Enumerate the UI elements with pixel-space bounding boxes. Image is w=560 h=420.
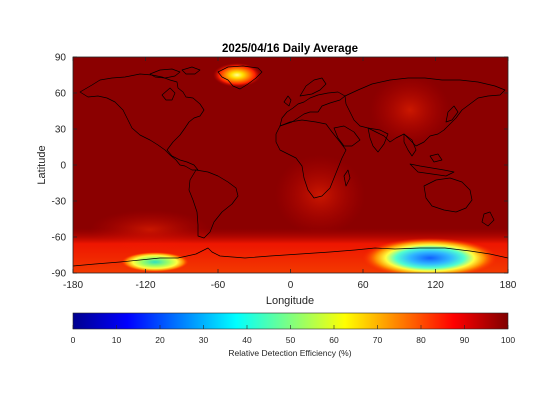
x-tick-label: 60: [357, 280, 369, 291]
colorbar-tick-label: 70: [373, 335, 383, 345]
coast-new-zealand: [481, 211, 495, 227]
y-tick-label: 0: [60, 161, 66, 172]
y-tick-label: 90: [55, 53, 67, 64]
colorbar-tick-label: 10: [112, 335, 122, 345]
colorbar-tick-label: 40: [242, 335, 252, 345]
x-tick-label: -120: [135, 280, 155, 291]
coast-madagascar: [343, 169, 351, 187]
x-tick-label: 180: [500, 280, 517, 291]
coast-africa: [275, 119, 347, 199]
y-tick-label: 30: [55, 125, 67, 136]
colorbar-tick-label: 60: [329, 335, 339, 345]
y-tick-label: 60: [55, 89, 67, 100]
colorbar-label: Relative Detection Efficiency (%): [228, 348, 351, 358]
y-tick-label: -60: [52, 233, 67, 244]
coast-greenland: [217, 65, 263, 90]
coast-india: [367, 127, 389, 153]
coast-uk: [283, 95, 292, 107]
coast-scandinavia: [299, 77, 327, 97]
coast-antarctica: [73, 247, 508, 267]
colorbar-tick-label: 80: [416, 335, 426, 345]
y-tick-label: -90: [52, 269, 67, 280]
x-tick-label: 120: [427, 280, 444, 291]
coast-south-america: [188, 169, 239, 239]
east-antarctica-low: [362, 238, 498, 273]
coastlines: [73, 65, 508, 267]
soft-red-atlantic: [275, 155, 365, 235]
x-tick-label: 0: [288, 280, 294, 291]
x-tick-label: -60: [211, 280, 226, 291]
x-axis: -180 -120 -60 0 60 120 180: [63, 57, 517, 291]
colorbar-tick-label: 100: [501, 335, 515, 345]
colorbar-tick-label: 90: [460, 335, 470, 345]
west-antarctica-low: [121, 252, 189, 272]
y-axis-label: Latitude: [36, 145, 48, 184]
colorbar-tick-label: 30: [199, 335, 209, 345]
x-tick-label: -180: [63, 280, 83, 291]
coast-hudson-bay: [161, 87, 176, 101]
map-plot: [73, 57, 508, 273]
colorbar-tick-label: 0: [71, 335, 76, 345]
x-axis-label: Longitude: [266, 295, 314, 307]
coast-australia: [423, 177, 473, 213]
coast-japan: [445, 105, 459, 123]
y-tick-label: -30: [52, 197, 67, 208]
coast-asia: [344, 77, 506, 147]
y-axis: 90 60 30 0 -30 -60 -90: [52, 53, 508, 280]
coast-europe: [279, 91, 346, 127]
coast-canada-islands: [149, 66, 201, 79]
colorbar-ticks: 0 10 20 30 40 50 60 70 80 90 100: [71, 325, 515, 345]
colorbar-tick-label: 50: [286, 335, 296, 345]
colorbar-tick-label: 20: [155, 335, 165, 345]
greenland-hotspot: [213, 63, 261, 87]
coast-arabia: [333, 125, 361, 147]
coast-southeast-asia: [403, 133, 417, 157]
soft-red-asia: [370, 75, 450, 145]
chart-title: 2025/04/16 Daily Average: [222, 43, 358, 55]
coast-indonesia: [409, 153, 455, 177]
